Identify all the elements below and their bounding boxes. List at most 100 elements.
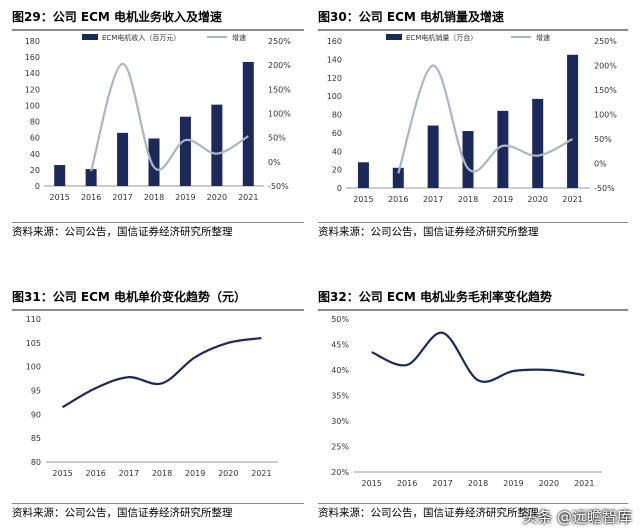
bottom-rule: [12, 222, 304, 223]
legend-label-bar: ECM电机销量（万台）: [406, 33, 477, 42]
y2-tick-label: 150%: [594, 86, 617, 95]
source-note: 资料来源：公司公告，国信证券经济研究所整理: [12, 226, 233, 238]
chart-panel-volume: 图30：公司 ECM 电机销量及增速 0 20 40 60 80 100 120 140 160…: [318, 8, 628, 238]
bottom-rule: [12, 503, 304, 504]
x-tick-label: 2021: [238, 193, 258, 202]
y-tick-label: 100: [327, 92, 342, 101]
chart-svg: 80 85 90 95 100 105 110 2015 2016 2017 2018 2019 202…: [26, 315, 278, 478]
y-tick-label: 20: [332, 166, 342, 175]
y-tick-label: 20: [30, 166, 40, 175]
bar-2016: [392, 167, 404, 188]
legend-swatch-bar: [82, 34, 98, 40]
chart-title: 图29：公司 ECM 电机业务收入及增速: [12, 10, 223, 24]
y-tick-label: 120: [327, 74, 342, 83]
x-tick-label: 2018: [468, 479, 488, 488]
bar-2018: [462, 131, 474, 188]
y-tick-label: 100: [25, 101, 40, 110]
y-tick-label: 40%: [331, 366, 349, 375]
y-tick-label: 160: [327, 37, 342, 46]
y-tick-label: 90: [31, 410, 41, 419]
y-tick-label: 105: [26, 339, 41, 348]
x-tick-label: 2019: [493, 195, 513, 204]
legend-label-line: 增速: [536, 33, 550, 42]
y2-tick-label: 50%: [268, 134, 286, 143]
y-tick-label: 80: [30, 118, 40, 127]
x-tick-label: 2021: [251, 469, 271, 478]
top-rule: [318, 309, 628, 311]
y-tick-label: 60: [30, 134, 40, 143]
x-tick-label: 2017: [119, 469, 139, 478]
legend-swatch-bar: [386, 34, 402, 40]
x-tick-label: 2019: [503, 479, 523, 488]
x-tick-label: 2020: [539, 479, 559, 488]
x-tick-label: 2016: [86, 469, 106, 478]
y-tick-label: 120: [25, 85, 40, 94]
x-tick-label: 2015: [353, 195, 373, 204]
x-tick-label: 2018: [458, 195, 478, 204]
y-tick-label: 40: [332, 147, 342, 156]
y2-tick-label: 100%: [594, 111, 617, 120]
chart-title: 图32：公司 ECM 电机业务毛利率变化趋势: [318, 290, 553, 304]
y2-tick-label: 150%: [268, 85, 291, 94]
y2-tick-label: 250%: [594, 37, 617, 46]
x-tick-label: 2016: [81, 193, 101, 202]
x-tick-label: 2020: [207, 193, 227, 202]
y-tick-label: 140: [327, 55, 342, 64]
legend-label-line: 增速: [232, 33, 246, 42]
x-tick-label: 2016: [388, 195, 408, 204]
bar-2015: [357, 162, 369, 188]
bottom-rule: [318, 503, 628, 504]
x-tick-label: 2016: [397, 479, 417, 488]
bar-2016: [85, 169, 97, 186]
y-tick-label: 95: [31, 387, 41, 396]
x-tick-label: 2017: [112, 193, 132, 202]
y-tick-label: 180: [25, 37, 40, 46]
y-tick-label: 20%: [331, 468, 349, 477]
y2-tick-label: -50%: [268, 182, 289, 191]
top-rule: [12, 29, 304, 31]
y2-tick-label: 100%: [268, 110, 291, 119]
y-tick-label: 140: [25, 69, 40, 78]
y-tick-label: 25%: [331, 443, 349, 452]
bar-2020: [532, 98, 544, 188]
y2-tick-label: 0%: [268, 158, 281, 167]
bar-2021: [242, 61, 254, 186]
chart-svg: 0 20 40 60 80 100 120 140 160 180 -50% 0% 50% 100% 150…: [25, 33, 292, 202]
growth-line: [397, 64, 574, 174]
source-note: 资料来源：公司公告，国信证券经济研究所整理: [318, 507, 539, 519]
y-tick-label: 30%: [331, 417, 349, 426]
chart-svg: 0 20 40 60 80 100 120 140 160 -50% 0% 50% 100% 150% 20…: [327, 33, 618, 204]
y2-tick-label: 0%: [594, 160, 607, 169]
trend-line: [371, 331, 585, 383]
x-tick-label: 2015: [362, 479, 382, 488]
y-tick-label: 160: [25, 53, 40, 62]
bar-2017: [427, 125, 439, 188]
x-tick-label: 2018: [152, 469, 172, 478]
chart-title: 图31：公司 ECM 电机单价变化趋势（元）: [12, 290, 247, 304]
y-tick-label: 45%: [331, 341, 349, 350]
growth-line: [90, 62, 249, 172]
bar-2020: [211, 104, 223, 186]
chart-panel-gross-margin: 图32：公司 ECM 电机业务毛利率变化趋势 20% 25% 30% 35% 40% 45…: [318, 288, 628, 520]
top-rule: [12, 309, 304, 311]
y-tick-label: 60: [332, 129, 342, 138]
x-tick-label: 2019: [185, 469, 205, 478]
x-tick-label: 2017: [423, 195, 443, 204]
chart-title: 图30：公司 ECM 电机销量及增速: [318, 10, 505, 24]
x-tick-label: 2018: [144, 193, 164, 202]
x-tick-label: 2021: [562, 195, 582, 204]
legend-label-bar: ECM电机收入（百万元）: [102, 33, 180, 42]
y2-tick-label: -50%: [594, 184, 615, 193]
y-tick-label: 35%: [331, 392, 349, 401]
chart-svg: 20% 25% 30% 35% 40% 45% 50% 2015 2016 2017 2018 201…: [331, 315, 602, 488]
y-tick-label: 50%: [331, 315, 349, 324]
watermark: 头条 @远瞻智库: [522, 508, 632, 526]
bar-2021: [567, 54, 579, 188]
y-tick-label: 40: [30, 150, 40, 159]
bar-2019: [497, 110, 509, 188]
y-tick-label: 80: [332, 111, 342, 120]
chart-panel-unit-price: 图31：公司 ECM 电机单价变化趋势（元） 80 85 90 95 100 105 110…: [12, 288, 304, 520]
bottom-rule: [318, 222, 628, 223]
bar-2015: [54, 165, 66, 186]
x-tick-label: 2017: [432, 479, 452, 488]
